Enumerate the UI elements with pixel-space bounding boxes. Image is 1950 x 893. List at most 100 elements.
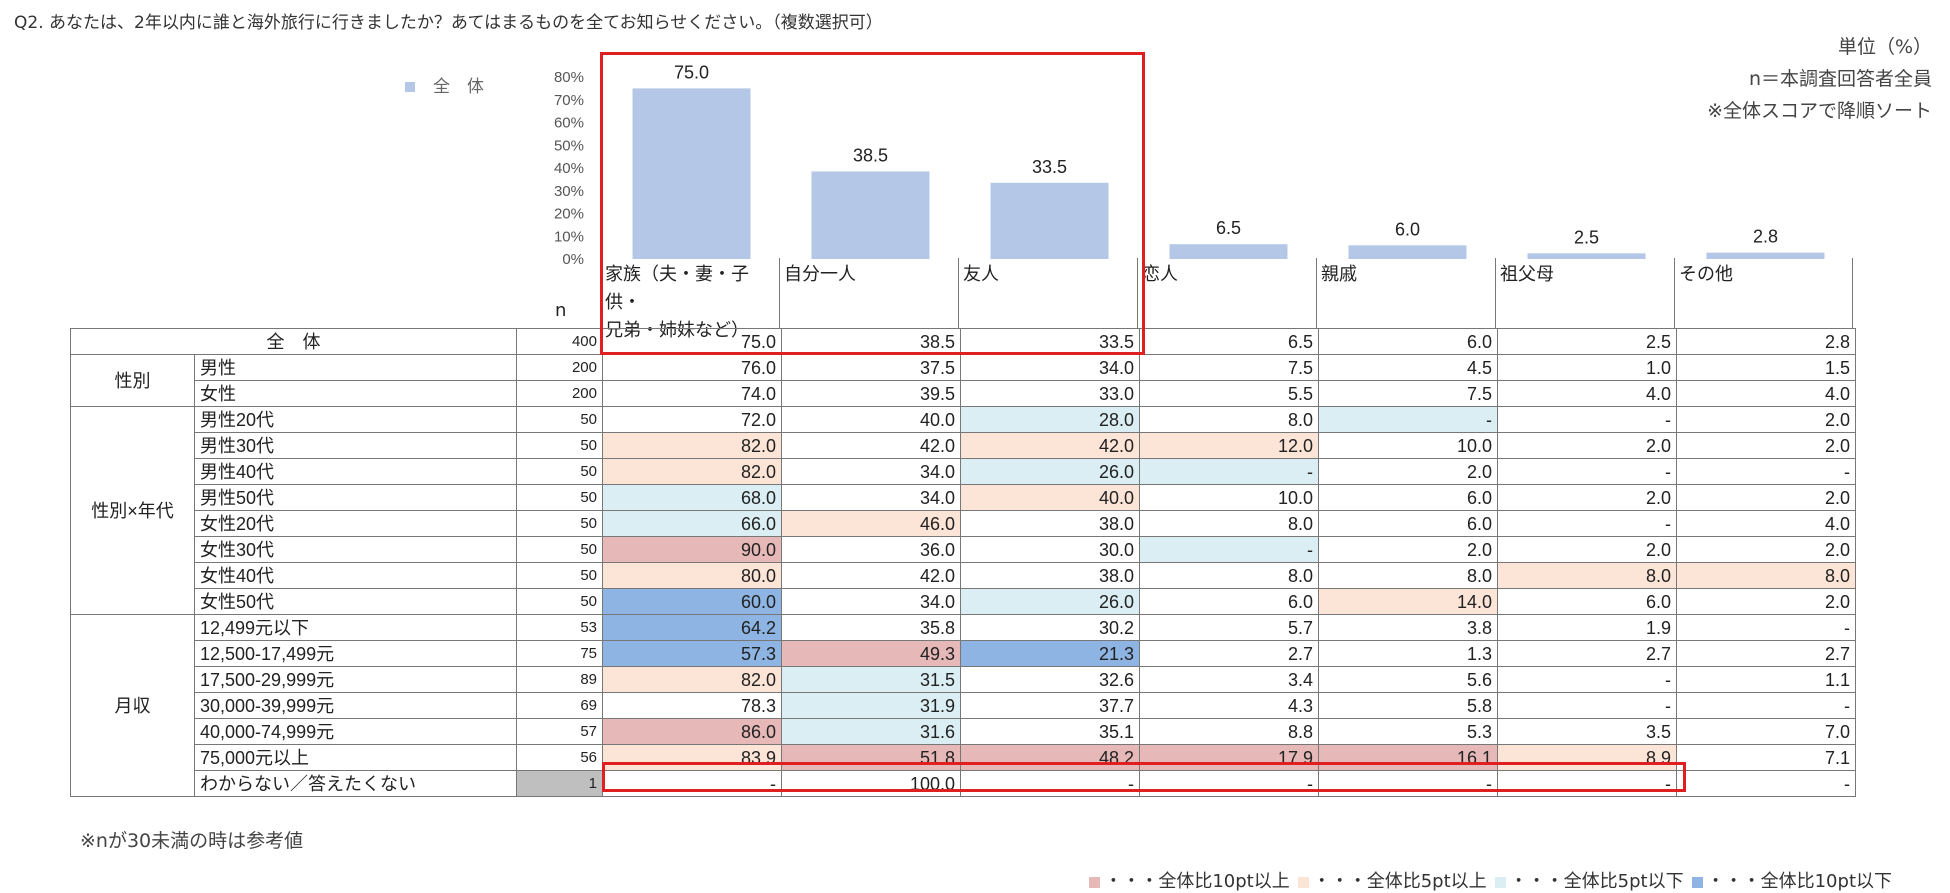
- value-cell: 1.0: [1497, 354, 1677, 381]
- value-cell: 6.0: [1318, 328, 1498, 355]
- value-cell: 64.2: [602, 614, 782, 641]
- row-label: 40,000-74,999元: [194, 718, 517, 745]
- bar: [1527, 253, 1646, 259]
- bar: [1348, 245, 1467, 259]
- n-note: n＝本調査回答者全員: [1748, 68, 1932, 90]
- table-row: 男性30代 50 82.0 42.0 42.0 12.0 10.0 2.0 2.0: [71, 432, 1856, 459]
- category-label-line: 家族（夫・妻・子供・: [605, 264, 749, 313]
- value-cell: 7.5: [1318, 380, 1498, 407]
- value-cell: 10.0: [1139, 484, 1319, 511]
- value-cell: 8.0: [1139, 562, 1319, 589]
- value-cell: 2.5: [1497, 328, 1677, 355]
- y-tick-label: 0%: [562, 251, 584, 268]
- value-cell: 2.0: [1497, 432, 1677, 459]
- value-cell: 35.1: [960, 718, 1140, 745]
- value-cell: 33.5: [960, 328, 1140, 355]
- value-cell: 46.0: [781, 510, 961, 537]
- value-cell: 51.8: [781, 744, 961, 771]
- value-cell: 31.9: [781, 692, 961, 719]
- category-label-line: その他: [1679, 264, 1733, 285]
- value-cell: 86.0: [602, 718, 782, 745]
- row-label-total: 全 体: [70, 328, 517, 355]
- color-key-swatch: [1494, 876, 1506, 888]
- value-cell: 100.0: [781, 770, 961, 797]
- bar: [1706, 252, 1825, 259]
- n-cell: 1: [516, 770, 603, 797]
- sort-note: ※全体スコアで降順ソート: [1707, 100, 1932, 122]
- value-cell: -: [1676, 614, 1856, 641]
- value-cell: 2.0: [1676, 432, 1856, 459]
- bar-value-label: 2.8: [1753, 227, 1778, 247]
- row-label: 12,499元以下: [194, 614, 517, 641]
- table-row: 男性50代 50 68.0 34.0 40.0 10.0 6.0 2.0 2.0: [71, 484, 1856, 511]
- row-label: 男性30代: [194, 432, 517, 459]
- value-cell: 42.0: [781, 432, 961, 459]
- value-cell: 28.0: [960, 406, 1140, 433]
- row-label: わからない／答えたくない: [194, 770, 517, 797]
- n-cell: 69: [516, 692, 603, 719]
- value-cell: 8.8: [1139, 718, 1319, 745]
- category-label-line: 恋人: [1142, 264, 1178, 285]
- value-cell: 4.5: [1318, 354, 1498, 381]
- color-key-item: ・・・全体比5pt以上: [1297, 867, 1487, 893]
- table-row: 17,500-29,999元 89 82.0 31.5 32.6 3.4 5.6-1.1: [71, 666, 1856, 693]
- n-cell: 400: [516, 328, 603, 355]
- value-cell: 10.0: [1318, 432, 1498, 459]
- value-cell: 90.0: [602, 536, 782, 563]
- y-axis: 0% 10% 20% 30% 40% 50% 60% 70% 80%: [554, 69, 584, 268]
- bar-value-label: 2.5: [1574, 227, 1599, 247]
- value-cell: 42.0: [781, 562, 961, 589]
- value-cell: -: [960, 770, 1140, 797]
- n-cell: 56: [516, 744, 603, 771]
- n-cell: 50: [516, 562, 603, 589]
- value-cell: 2.0: [1676, 484, 1856, 511]
- value-cell: 12.0: [1139, 432, 1319, 459]
- value-cell: 3.5: [1497, 718, 1677, 745]
- category-header: 家族（夫・妻・子供・ 兄弟・姉妹など）: [600, 258, 779, 341]
- value-cell: 21.3: [960, 640, 1140, 667]
- value-cell: 16.1: [1318, 744, 1498, 771]
- value-cell: 48.2: [960, 744, 1140, 771]
- bar-value-label: 6.0: [1395, 219, 1420, 239]
- value-cell: 34.0: [781, 484, 961, 511]
- value-cell: 37.7: [960, 692, 1140, 719]
- value-cell: 42.0: [960, 432, 1140, 459]
- n-cell: 53: [516, 614, 603, 641]
- table-row: 75,000元以上 56 83.9 51.8 48.2 17.9 16.1 8.9 7.1: [71, 744, 1856, 771]
- value-cell: -: [1497, 406, 1677, 433]
- value-cell: 34.0: [781, 588, 961, 615]
- value-cell: 35.8: [781, 614, 961, 641]
- color-key-swatch: [1297, 876, 1309, 888]
- value-cell: 39.5: [781, 380, 961, 407]
- value-cell: -: [1676, 770, 1856, 797]
- bar-value-label: 38.5: [853, 145, 888, 165]
- crosstab-table: 全 体 400 75.0 38.5 33.5 6.5 6.0 2.5 2.8 性別 男性 200 76.…: [70, 328, 1856, 797]
- value-cell: 4.3: [1139, 692, 1319, 719]
- value-cell: -: [1676, 458, 1856, 485]
- value-cell: 33.0: [960, 380, 1140, 407]
- group-label: 性別: [70, 354, 195, 407]
- value-cell: -: [1497, 770, 1677, 797]
- table-row: 女性40代 50 80.0 42.0 38.0 8.0 8.0 8.0 8.0: [71, 562, 1856, 589]
- bar: [1169, 244, 1288, 259]
- value-cell: 34.0: [781, 458, 961, 485]
- value-cell: 4.0: [1676, 510, 1856, 537]
- value-cell: 2.7: [1139, 640, 1319, 667]
- bar-value-label: 33.5: [1032, 157, 1067, 177]
- question-text: Q2. あなたは、2年以内に誰と海外旅行に行きましたか？あてはまるものを全てお知…: [14, 13, 883, 33]
- color-key-label: ・・・全体比5pt以上: [1312, 871, 1487, 892]
- value-cell: 5.3: [1318, 718, 1498, 745]
- row-label: 75,000元以上: [194, 744, 517, 771]
- value-cell: 8.0: [1139, 406, 1319, 433]
- value-cell: 3.4: [1139, 666, 1319, 693]
- value-cell: 5.6: [1318, 666, 1498, 693]
- value-cell: 80.0: [602, 562, 782, 589]
- y-tick-label: 80%: [554, 69, 584, 86]
- value-cell: 31.6: [781, 718, 961, 745]
- value-cell: 38.0: [960, 562, 1140, 589]
- legend-label: 全 体: [433, 77, 484, 97]
- n-cell: 200: [516, 380, 603, 407]
- y-tick-label: 30%: [554, 183, 584, 200]
- category-header: その他: [1674, 258, 1853, 328]
- value-cell: 34.0: [960, 354, 1140, 381]
